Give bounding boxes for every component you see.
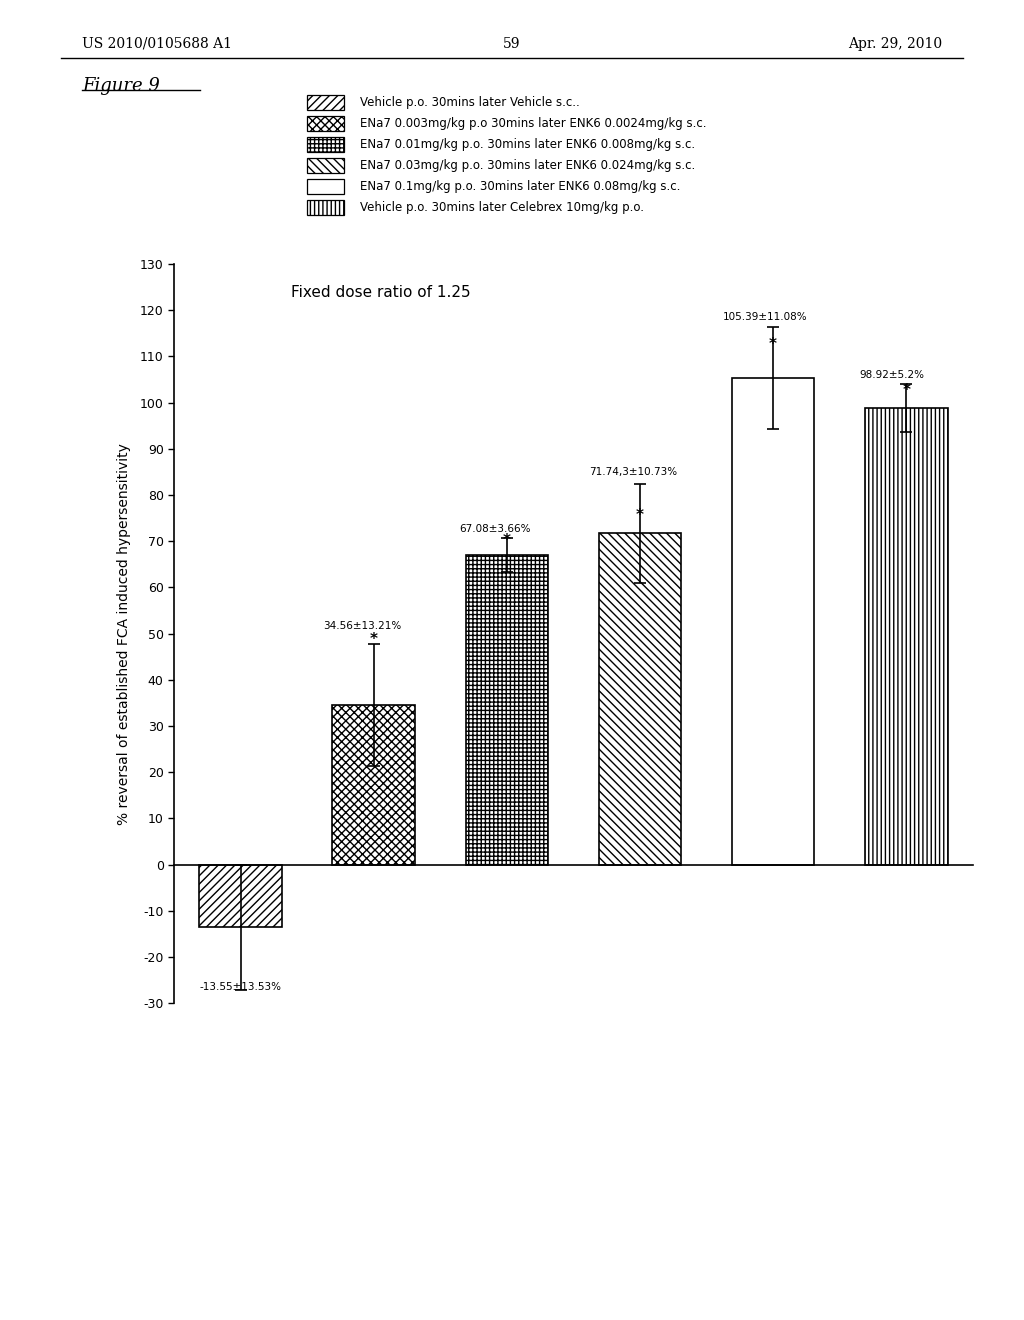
Text: -13.55±13.53%: -13.55±13.53% [200, 982, 282, 991]
Text: *: * [902, 383, 910, 399]
Bar [200, 865, 282, 927]
Bar [466, 554, 548, 865]
FancyBboxPatch shape [307, 158, 344, 173]
Bar [333, 705, 415, 865]
Text: *: * [370, 632, 378, 647]
Text: 67.08±3.66%: 67.08±3.66% [459, 524, 530, 535]
Text: 105.39±11.08%: 105.39±11.08% [723, 312, 807, 322]
Text: Fixed dose ratio of 1.25: Fixed dose ratio of 1.25 [291, 285, 471, 300]
Text: US 2010/0105688 A1: US 2010/0105688 A1 [82, 37, 231, 51]
Text: *: * [769, 337, 777, 351]
FancyBboxPatch shape [307, 180, 344, 194]
Text: *: * [636, 508, 644, 523]
Text: 98.92±5.2%: 98.92±5.2% [860, 371, 925, 380]
Text: ENa7 0.03mg/kg p.o. 30mins later ENK6 0.024mg/kg s.c.: ENa7 0.03mg/kg p.o. 30mins later ENK6 0.… [360, 158, 695, 172]
Bar [865, 408, 947, 865]
Text: ENa7 0.1mg/kg p.o. 30mins later ENK6 0.08mg/kg s.c.: ENa7 0.1mg/kg p.o. 30mins later ENK6 0.0… [360, 180, 681, 193]
Text: ENa7 0.003mg/kg p.o 30mins later ENK6 0.0024mg/kg s.c.: ENa7 0.003mg/kg p.o 30mins later ENK6 0.… [360, 117, 707, 131]
Text: Vehicle p.o. 30mins later Vehicle s.c..: Vehicle p.o. 30mins later Vehicle s.c.. [360, 96, 581, 110]
FancyBboxPatch shape [307, 95, 344, 111]
Bar [599, 533, 681, 865]
Text: 71.74,3±10.73%: 71.74,3±10.73% [590, 466, 678, 477]
Text: ENa7 0.01mg/kg p.o. 30mins later ENK6 0.008mg/kg s.c.: ENa7 0.01mg/kg p.o. 30mins later ENK6 0.… [360, 139, 695, 152]
Text: Vehicle p.o. 30mins later Celebrex 10mg/kg p.o.: Vehicle p.o. 30mins later Celebrex 10mg/… [360, 201, 644, 214]
FancyBboxPatch shape [307, 137, 344, 152]
Text: Figure 9: Figure 9 [82, 77, 160, 95]
Text: *: * [503, 533, 511, 548]
Text: 59: 59 [503, 37, 521, 51]
FancyBboxPatch shape [307, 199, 344, 215]
Bar [732, 378, 814, 865]
FancyBboxPatch shape [307, 116, 344, 131]
Text: 34.56±13.21%: 34.56±13.21% [324, 622, 401, 631]
Y-axis label: % reversal of established FCA induced hypersensitivity: % reversal of established FCA induced hy… [118, 442, 131, 825]
Text: Apr. 29, 2010: Apr. 29, 2010 [848, 37, 942, 51]
